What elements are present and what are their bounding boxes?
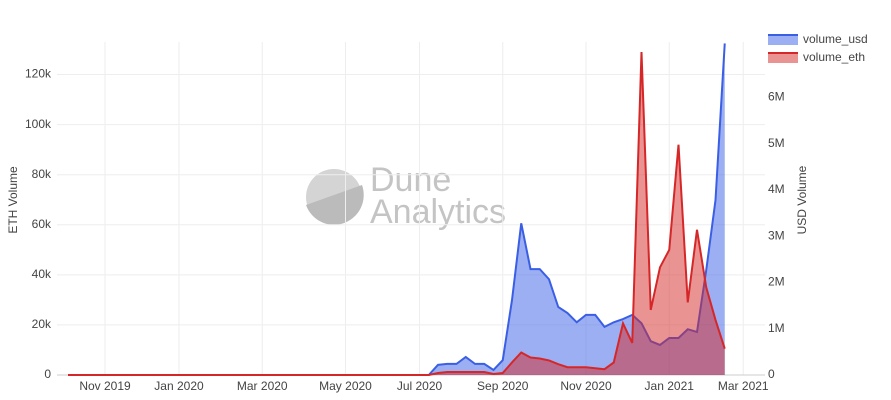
x-tick-label: Jan 2021 [645,379,695,393]
y-tick-label: 40k [32,267,52,281]
line [68,51,726,376]
y2-tick-label: 6M [768,90,785,104]
watermark: Analytics [370,193,506,231]
plot: Nov 2019 Jan 2020 Mar 2020 May 2020 Jul 2020… [25,32,868,393]
y-tick-label: 60k [32,217,52,231]
y2-tick-label: 2M [768,275,785,289]
area [68,52,725,375]
y-axis-title: ETH Volume [6,166,20,234]
y2-tick-label: 3M [768,228,785,242]
watermark-logo-part [306,185,364,225]
y2-axis-title: USD Volume [795,165,809,234]
y2-tick-label: 4M [768,182,785,196]
y-tick-label: 120k [25,67,52,81]
legend-label: volume_usd [803,32,868,46]
watermark: Dune [370,161,451,199]
y2-tick-label: 0 [768,367,775,381]
legend-swatch [768,53,798,63]
x-tick-label: Mar 2021 [718,379,769,393]
x-tick-label: May 2020 [319,379,372,393]
x-tick-label: Sep 2020 [477,379,529,393]
y2-tick-label: 1M [768,321,785,335]
y-tick-label: 0 [44,367,51,381]
x-tick-label: Jan 2020 [154,379,204,393]
x-tick-label: Jul 2020 [397,379,443,393]
x-tick-label: Nov 2020 [560,379,612,393]
x-tick-label: Nov 2019 [79,379,131,393]
legend-swatch [768,35,798,45]
x-tick-label: Mar 2020 [237,379,288,393]
y2-tick-label: 5M [768,136,785,150]
legend-label: volume_eth [803,50,865,64]
y-tick-label: 100k [25,117,52,131]
y-tick-label: 20k [32,317,52,331]
y-tick-label: 80k [32,167,52,181]
